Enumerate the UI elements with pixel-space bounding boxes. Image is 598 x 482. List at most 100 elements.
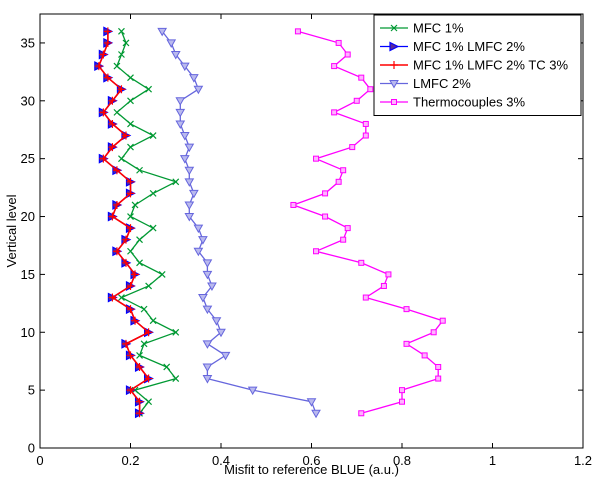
- y-tick-label: 35: [21, 35, 35, 50]
- data-point: [158, 270, 166, 278]
- data-point: [145, 85, 153, 93]
- data-point: [149, 189, 157, 197]
- data-point: [358, 410, 365, 417]
- data-point: [202, 305, 213, 315]
- data-point: [127, 74, 134, 82]
- data-point: [331, 109, 338, 116]
- data-point: [306, 398, 317, 407]
- y-tick-label: 0: [28, 441, 35, 456]
- data-point: [172, 375, 180, 382]
- data-point: [118, 155, 125, 163]
- data-point: [117, 85, 126, 94]
- data-point: [313, 248, 320, 255]
- data-point: [135, 397, 144, 406]
- data-point: [166, 39, 177, 48]
- data-point: [136, 166, 143, 174]
- data-point: [362, 120, 369, 127]
- data-point: [202, 363, 213, 372]
- legend-item: MFC 1% LMFC 2%: [380, 39, 525, 54]
- data-point: [403, 306, 410, 313]
- data-point: [390, 61, 398, 69]
- data-point: [126, 351, 135, 360]
- data-point: [344, 225, 351, 232]
- data-point: [362, 132, 369, 139]
- data-point: [144, 328, 153, 337]
- data-point: [127, 247, 134, 255]
- series-mfc-1-lmfc-2-tc-3: [94, 27, 153, 418]
- data-point: [149, 224, 157, 232]
- y-tick-label: 30: [21, 93, 35, 108]
- y-tick-label: 15: [21, 267, 35, 282]
- data-point: [99, 108, 108, 117]
- data-point: [121, 339, 130, 348]
- data-point: [193, 85, 204, 95]
- data-point: [390, 24, 398, 32]
- data-point: [193, 247, 204, 257]
- data-point: [391, 99, 397, 105]
- data-point: [126, 177, 135, 186]
- legend-label: Thermocouples 3%: [413, 95, 525, 110]
- data-point: [184, 201, 195, 210]
- legend-item: MFC 1% LMFC 2% TC 3%: [380, 58, 569, 73]
- data-point: [127, 97, 134, 105]
- data-point: [184, 166, 195, 176]
- data-point: [118, 294, 125, 301]
- x-tick-label: 0.8: [393, 453, 411, 468]
- data-point: [172, 328, 180, 336]
- data-point: [311, 409, 321, 419]
- data-point: [389, 41, 400, 52]
- data-point: [175, 120, 186, 129]
- data-point: [349, 144, 356, 151]
- y-tick-label: 10: [21, 325, 35, 340]
- data-point: [157, 27, 168, 37]
- data-point: [170, 51, 181, 60]
- data-point: [118, 27, 125, 35]
- data-point: [367, 86, 374, 93]
- data-point: [202, 375, 213, 384]
- data-point: [112, 166, 121, 175]
- data-point: [135, 362, 144, 371]
- data-point: [179, 62, 190, 72]
- data-point: [421, 352, 428, 359]
- x-tick-label: 1.2: [574, 453, 592, 468]
- data-point: [211, 317, 222, 326]
- data-point: [362, 294, 369, 301]
- data-point: [389, 80, 399, 89]
- data-point: [340, 236, 347, 243]
- y-axis-label: Vertical level: [4, 194, 19, 267]
- data-point: [122, 39, 130, 47]
- data-point: [140, 340, 148, 348]
- y-tick-label: 20: [21, 209, 35, 224]
- data-point: [94, 62, 103, 71]
- data-point: [99, 50, 108, 59]
- data-point: [403, 340, 410, 347]
- legend-label: MFC 1%: [413, 21, 464, 36]
- data-point: [112, 200, 121, 209]
- data-point: [149, 132, 157, 139]
- data-point: [179, 132, 190, 141]
- data-point: [121, 131, 130, 140]
- data-point: [112, 247, 121, 256]
- legend-item: LMFC 2%: [380, 76, 471, 91]
- x-tick-label: 0: [36, 453, 43, 468]
- data-point: [202, 270, 213, 280]
- series-line: [97, 31, 151, 414]
- data-point: [220, 351, 231, 361]
- series-thermocouples-3: [290, 28, 446, 417]
- legend-label: MFC 1% LMFC 2%: [413, 39, 525, 54]
- data-point: [121, 258, 130, 267]
- data-point: [358, 74, 365, 81]
- data-point: [184, 213, 195, 222]
- data-point: [340, 167, 347, 174]
- legend-label: MFC 1% LMFC 2% TC 3%: [413, 58, 569, 73]
- legend: MFC 1% MFC 1% LMFC 2% MFC 1% LMFC 2% TC 3%…: [373, 14, 582, 116]
- data-point: [202, 259, 213, 268]
- legend-item: Thermocouples 3%: [380, 95, 525, 110]
- series-lmfc-2: [157, 27, 321, 419]
- data-point: [127, 120, 134, 128]
- data-point: [380, 282, 387, 289]
- data-point: [290, 201, 297, 208]
- data-point: [188, 189, 199, 199]
- data-point: [335, 178, 342, 185]
